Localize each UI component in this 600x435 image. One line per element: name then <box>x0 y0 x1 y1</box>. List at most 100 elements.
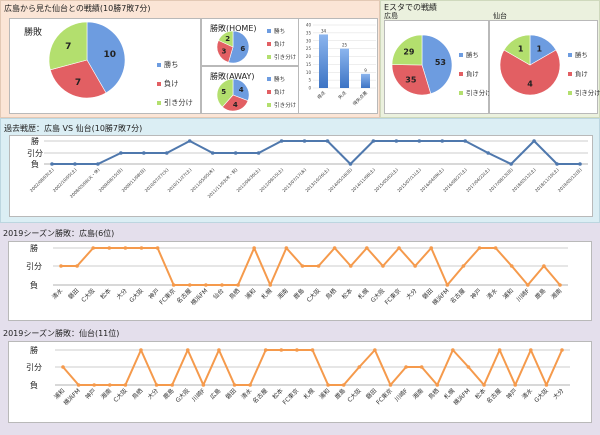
data-point-32 <box>544 383 549 387</box>
pie-es-sendai-box: 1 4 1 勝ち 負け 引き分け <box>489 20 600 114</box>
data-point-3 <box>96 162 100 166</box>
x-tick-label: 鳥栖 <box>324 287 338 301</box>
data-point-3 <box>92 383 96 387</box>
legend-swatch <box>267 103 271 107</box>
pie-data-label: 1 <box>518 45 524 54</box>
legend-swatch <box>157 63 161 67</box>
data-point-14 <box>348 162 353 166</box>
legend-label: 引き分け <box>466 88 492 97</box>
history-title: 過去戦歴：広島 VS 仙台(10勝7敗7分) <box>4 124 143 133</box>
data-point-25 <box>445 283 450 287</box>
data-point-9 <box>187 283 192 287</box>
legend-swatch <box>459 72 463 76</box>
x-tick-label: 鹿島 <box>533 287 547 301</box>
pie-data-label: 7 <box>75 78 81 88</box>
pie-slice-引き分け <box>391 34 423 66</box>
y-tick-label: 0 <box>308 86 311 91</box>
data-point-4 <box>107 383 112 387</box>
data-point-13 <box>248 383 252 387</box>
data-point-17 <box>417 139 422 143</box>
series-line <box>61 247 561 286</box>
x-tick-label: 大分 <box>146 387 160 401</box>
data-point-6 <box>139 246 144 250</box>
x-tick-label: 大分 <box>551 387 565 401</box>
data-point-25 <box>435 383 440 387</box>
x-tick-label: FC東京 <box>374 387 394 407</box>
data-point-2 <box>73 162 77 166</box>
data-point-10 <box>201 383 206 387</box>
sendai-2019-title: 2019シーズン勝敗：仙台(11位) <box>3 329 120 338</box>
x-tick-label: 磐田 <box>66 287 80 301</box>
x-tick-label: 鹿島 <box>161 387 175 401</box>
goals-bar-box: 0 5 10 15 20 25 30 35 40 34 得点 25 失点 9 得失点差 <box>298 18 378 114</box>
x-tick-label: 浦和 <box>52 387 66 401</box>
y-tick-label: 35 <box>306 30 312 35</box>
x-tick-label: 札幌 <box>302 387 316 401</box>
x-tick-label: 鹿島 <box>333 387 347 401</box>
pie-data-label: 4 <box>233 101 238 109</box>
x-tick-label: 神戸 <box>83 387 97 401</box>
y-category-label: 勝 <box>31 136 39 146</box>
data-point-16 <box>300 264 305 268</box>
pie-slice-引き分け <box>48 21 88 71</box>
legend-swatch <box>267 29 271 33</box>
legend-swatch <box>459 53 463 57</box>
x-tick-label: 清水 <box>239 387 253 401</box>
x-tick-label: 神戸 <box>504 387 518 401</box>
legend-swatch <box>568 72 572 76</box>
data-point-6 <box>139 348 143 352</box>
legend-label: 負け <box>164 79 178 88</box>
x-tick-label: 横浜FM <box>430 287 450 307</box>
data-point-26 <box>461 264 466 268</box>
pie-slice-負け <box>499 49 561 96</box>
pie-data-label: 53 <box>435 58 446 67</box>
data-point-8 <box>171 283 176 287</box>
x-tick-label: 神戸 <box>469 287 483 301</box>
pie-away-box: 勝敗(AWAY) 4 4 5 勝ち 負け 引き分け <box>201 66 299 114</box>
bar-失点 <box>340 48 349 88</box>
y-category-label: 勝 <box>30 243 38 253</box>
legend-label: 引き分け <box>164 98 193 107</box>
x-tick-label: 得点 <box>316 89 328 101</box>
y-tick-label: 15 <box>306 62 312 67</box>
y-category-label: 引分 <box>26 363 42 372</box>
data-point-21 <box>381 264 385 268</box>
data-point-8 <box>170 383 174 387</box>
data-point-22 <box>532 139 536 143</box>
data-point-19 <box>348 264 353 268</box>
data-point-11 <box>217 348 221 352</box>
data-point-20 <box>486 151 490 155</box>
x-tick-label: 川崎F <box>515 286 532 303</box>
pie-data-label: 2 <box>225 35 230 43</box>
data-point-12 <box>302 139 307 143</box>
legend-label: 負け <box>274 88 286 96</box>
y-category-label: 勝 <box>30 345 38 355</box>
series-line <box>62 349 563 386</box>
pie-slice-負け <box>391 64 432 96</box>
data-point-15 <box>279 348 284 352</box>
data-point-2 <box>76 383 81 387</box>
x-tick-label: 川崎F <box>393 386 410 403</box>
x-tick-label: 横浜FM <box>62 387 82 407</box>
data-point-17 <box>310 348 315 352</box>
pie-slice-勝ち <box>421 34 453 95</box>
x-tick-label: 神戸 <box>147 287 161 301</box>
legend-label: 引き分け <box>274 101 297 109</box>
x-tick-label: G大阪 <box>532 387 549 404</box>
x-tick-label: 大分 <box>115 287 129 301</box>
pie-data-label: 4 <box>527 79 533 88</box>
estadium-title: Eスタでの戦績 <box>384 3 438 12</box>
legend-label: 勝ち <box>274 75 285 83</box>
pie-slice-負け <box>49 59 107 99</box>
season-2019-panel: 2019シーズン勝敗：広島(6位) 負引分勝清水 磐田 C大阪 松本 大分 G大阪 神戸 FC… <box>0 223 600 435</box>
data-point-4 <box>119 151 123 155</box>
data-point-1 <box>61 365 65 369</box>
legend-label: 勝ち <box>164 60 178 69</box>
x-tick-label: 札幌 <box>356 287 370 301</box>
data-point-30 <box>526 283 530 287</box>
pie-data-label: 35 <box>405 76 417 85</box>
